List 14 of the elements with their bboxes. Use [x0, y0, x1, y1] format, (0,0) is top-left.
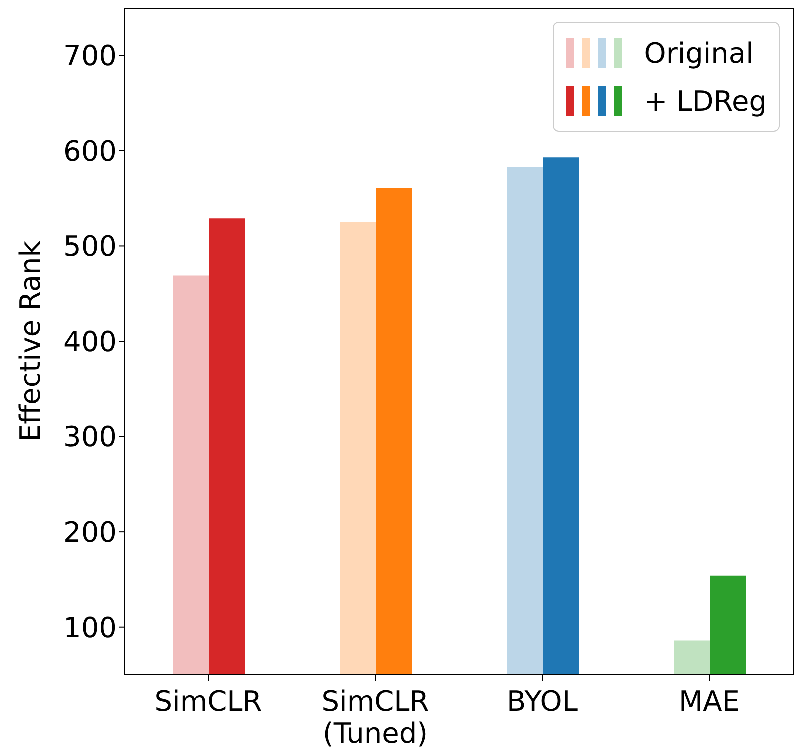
x-tick-label: SimCLR (Tuned)	[322, 685, 430, 747]
x-tick-label: BYOL	[507, 685, 578, 718]
x-tick-label: SimCLR	[154, 685, 262, 718]
y-tick-label: 600	[64, 134, 117, 168]
y-tick-label: 500	[64, 230, 117, 264]
x-tick-label: MAE	[678, 685, 740, 718]
y-tick-label: 100	[64, 611, 117, 644]
y-tick-label: 200	[64, 516, 117, 550]
y-axis-title: Effective Rank	[14, 240, 47, 442]
y-tick-label: 700	[64, 40, 117, 73]
y-tick-label: 400	[64, 325, 117, 358]
legend-label: + LDReg	[644, 84, 767, 118]
y-tick-label: 300	[64, 420, 117, 454]
legend-label: Original	[644, 36, 754, 70]
